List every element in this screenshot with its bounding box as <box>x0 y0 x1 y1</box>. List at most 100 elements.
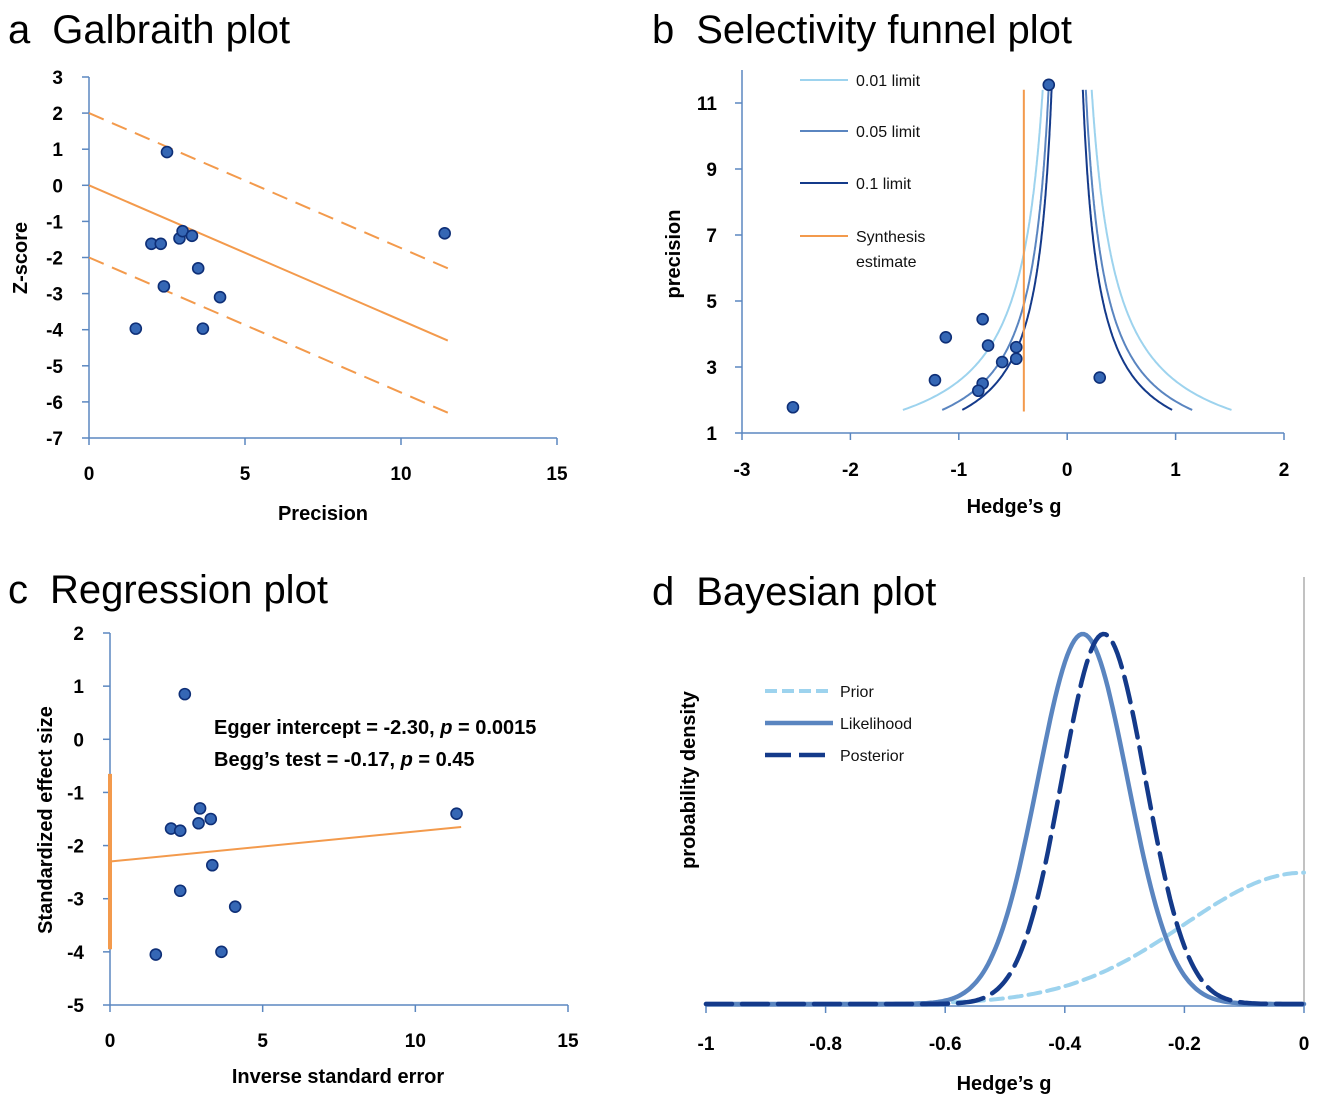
galbraith-point <box>438 227 451 240</box>
panel-c-title: c Regression plot <box>8 568 328 612</box>
regression-point <box>228 900 242 913</box>
funnel-point <box>1093 371 1107 384</box>
panel-a-x-tick-label: 5 <box>240 464 251 485</box>
panel-a-y-tick-label: -6 <box>46 393 63 414</box>
panel-b-y-axis-label: precision <box>663 210 685 299</box>
funnel-point <box>939 330 953 344</box>
panel-b-y-tick-label: 5 <box>706 292 717 313</box>
galbraith-point <box>157 280 171 293</box>
funnel-point <box>976 312 989 326</box>
panel-d-axes: -1 -0.8 -0.6 -0.4 -0.2 0 <box>698 577 1310 1055</box>
egger-annotation: Egger intercept = -2.30, p = 0.0015 <box>214 717 536 739</box>
panel-b-y-tick-label: 9 <box>706 160 717 181</box>
panel-b-y-tick-label: 1 <box>706 424 717 445</box>
panel-a-x-axis-label: Precision <box>278 503 368 525</box>
regression-point <box>192 816 205 830</box>
panel-b-x-tick-label: -3 <box>734 460 751 481</box>
panel-a-y-tick-label: 2 <box>52 104 63 125</box>
panel-b-x-tick-label: -2 <box>842 460 859 481</box>
panel-c-y-tick-label: 0 <box>73 730 84 751</box>
panel-b-x-axis-label: Hedge’s g <box>967 496 1062 518</box>
panel-a-reference-lines <box>88 112 449 414</box>
panel-b-funnel-limits <box>902 89 1232 412</box>
regression-point <box>178 687 192 701</box>
panel-d-title: d Bayesian plot <box>652 570 936 614</box>
galbraith-confidence-line <box>88 256 449 414</box>
panel-d-x-tick-label: 0 <box>1299 1034 1310 1055</box>
funnel-limit-001-right <box>1090 89 1232 411</box>
legend-label-prior: Prior <box>840 684 874 701</box>
panel-b-points <box>786 78 1107 414</box>
panel-c-x-axis-label: Inverse standard error <box>232 1066 445 1088</box>
panel-b-x-tick-label: 2 <box>1279 460 1290 481</box>
panel-a-y-tick-label: -2 <box>46 249 63 270</box>
galbraith-point <box>196 322 210 335</box>
regression-point <box>173 884 187 898</box>
galbraith-point <box>129 322 143 335</box>
regression-point <box>450 807 463 820</box>
panel-c-regression-lines <box>108 773 462 950</box>
panel-b-title: b Selectivity funnel plot <box>652 8 1072 52</box>
panel-d-x-tick-label: -0.2 <box>1168 1034 1201 1055</box>
galbraith-point <box>154 237 168 251</box>
funnel-limit-01-right <box>1081 89 1173 411</box>
panel-b-funnel: b Selectivity funnel plot -3 -2 -1 0 1 2 11 9 7 5 3… <box>652 8 1289 518</box>
begg-annotation: Begg’s test = -0.17, p = 0.45 <box>214 749 475 771</box>
galbraith-point <box>160 145 174 159</box>
panel-b-x-tick-label: -1 <box>950 460 967 481</box>
panel-c-x-tick-label: 5 <box>257 1031 268 1052</box>
funnel-point <box>786 400 800 414</box>
regression-point <box>193 802 207 815</box>
regression-point <box>173 824 187 837</box>
funnel-limit-005-left <box>941 89 1050 411</box>
regression-point <box>215 945 228 959</box>
funnel-point <box>981 339 995 352</box>
funnel-point <box>928 373 942 387</box>
legend-label-001-limit: 0.01 limit <box>856 73 921 90</box>
panel-c-x-tick-label: 10 <box>405 1031 426 1052</box>
panel-a-x-tick-label: 10 <box>390 464 411 485</box>
panel-c-y-tick-label: -3 <box>67 890 84 911</box>
galbraith-regression-line <box>88 184 449 342</box>
panel-b-axes: -3 -2 -1 0 1 2 11 9 7 5 3 1 <box>697 70 1289 481</box>
funnel-point <box>995 355 1009 369</box>
galbraith-point <box>191 262 205 275</box>
legend-label-synthesis-line2: estimate <box>856 254 917 271</box>
funnel-limit-001-left <box>902 89 1044 411</box>
panel-d-x-tick-label: -1 <box>698 1034 715 1055</box>
panel-b-y-tick-label: 3 <box>706 358 717 379</box>
panel-a-y-tick-label: -7 <box>46 429 63 450</box>
panel-d-x-tick-label: -0.4 <box>1048 1034 1081 1055</box>
panel-b-y-tick-label: 11 <box>697 94 718 115</box>
legend-label-005-limit: 0.05 limit <box>856 124 921 141</box>
panel-a-x-tick-label: 15 <box>546 464 568 485</box>
legend-label-01-limit: 0.1 limit <box>856 176 912 193</box>
panel-d-x-tick-label: -0.8 <box>809 1034 842 1055</box>
panel-a-y-tick-label: 0 <box>52 176 63 197</box>
panel-c-x-tick-label: 0 <box>105 1031 116 1052</box>
legend-label-posterior: Posterior <box>840 748 905 765</box>
likelihood-curve <box>703 631 1307 1007</box>
regression-point <box>204 812 218 826</box>
galbraith-point <box>185 229 199 243</box>
panel-b-x-tick-label: 1 <box>1170 460 1181 481</box>
panel-d-legend: Prior Likelihood Posterior <box>765 684 912 765</box>
panel-c-y-tick-label: -4 <box>67 943 84 964</box>
panel-d-bayesian: d Bayesian plot -1 -0.8 -0.6 -0.4 -0.2 0 Prior… <box>652 570 1309 1095</box>
galbraith-confidence-line <box>88 112 449 270</box>
funnel-point <box>1009 352 1023 366</box>
posterior-curve <box>703 631 1307 1007</box>
panel-a-y-axis-label: Z-score <box>10 222 32 294</box>
panel-a-y-tick-label: -5 <box>46 357 63 378</box>
panel-d-density-curves <box>703 631 1307 1007</box>
panel-c-points <box>149 687 463 961</box>
panel-c-y-tick-label: -5 <box>67 996 84 1017</box>
funnel-point <box>1009 340 1023 354</box>
panel-a-x-tick-label: 0 <box>84 464 95 485</box>
panel-d-x-tick-label: -0.6 <box>929 1034 962 1055</box>
panel-c-x-tick-label: 15 <box>557 1031 579 1052</box>
egger-regression-line <box>109 825 462 863</box>
